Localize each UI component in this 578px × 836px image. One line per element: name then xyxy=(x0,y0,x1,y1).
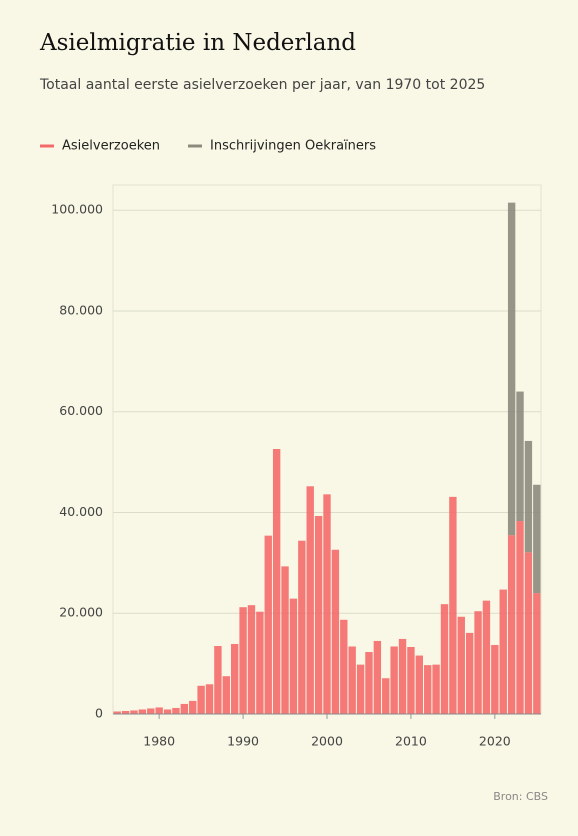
x-tick-label: 2020 xyxy=(479,734,511,749)
bar xyxy=(533,593,541,714)
bar xyxy=(247,605,256,714)
bar xyxy=(465,632,474,714)
bar xyxy=(113,711,121,714)
bar xyxy=(230,643,239,714)
y-tick-label: 80.000 xyxy=(59,302,103,317)
y-tick-label: 100.000 xyxy=(51,202,103,217)
bar xyxy=(121,710,130,714)
chart-title: Asielmigratie in Nederland xyxy=(39,30,356,56)
y-tick-label: 0 xyxy=(95,706,103,721)
bar xyxy=(398,638,407,714)
bar xyxy=(214,645,222,714)
bar xyxy=(331,549,340,714)
bar xyxy=(222,676,230,714)
bar xyxy=(163,709,172,714)
bar xyxy=(390,646,398,714)
source: Bron: CBS xyxy=(493,790,548,803)
y-tick-label: 60.000 xyxy=(59,403,103,418)
bar xyxy=(524,552,533,714)
bar xyxy=(172,707,180,714)
bar xyxy=(205,684,214,714)
bar xyxy=(415,655,424,714)
bar xyxy=(180,703,189,714)
bar xyxy=(147,708,155,714)
x-tick-label: 1980 xyxy=(143,734,175,749)
bar xyxy=(298,540,306,714)
x-tick-label: 2010 xyxy=(395,734,427,749)
bar xyxy=(365,652,373,714)
bar xyxy=(457,616,465,714)
chart-subtitle: Totaal aantal eerste asielverzoeken per … xyxy=(39,77,485,93)
bar xyxy=(424,665,432,714)
bar xyxy=(507,535,516,714)
bar xyxy=(407,646,415,714)
bar xyxy=(507,202,516,536)
y-tick-label: 20.000 xyxy=(59,605,103,620)
bar xyxy=(516,391,524,522)
bar xyxy=(491,644,499,714)
bar xyxy=(272,448,281,714)
bar xyxy=(524,440,533,553)
bar xyxy=(138,709,147,714)
bar xyxy=(155,707,163,714)
bar xyxy=(440,604,449,714)
x-tick-label: 2000 xyxy=(311,734,343,749)
x-tick-label: 1990 xyxy=(227,734,259,749)
legend-label: Inschrijvingen Oekraïners xyxy=(210,139,376,154)
y-tick-label: 40.000 xyxy=(59,504,103,519)
bar xyxy=(189,700,197,714)
bar xyxy=(373,640,382,714)
bar xyxy=(348,646,356,714)
bar xyxy=(256,611,264,714)
bar xyxy=(306,486,314,714)
bar xyxy=(197,685,205,714)
bar xyxy=(516,521,524,714)
bar xyxy=(281,566,289,714)
bar xyxy=(340,619,348,714)
bar xyxy=(323,494,331,714)
bar xyxy=(533,484,541,594)
bar xyxy=(482,600,491,714)
bar xyxy=(264,535,272,714)
bar xyxy=(130,710,138,714)
bar xyxy=(474,611,482,714)
bar xyxy=(289,598,298,714)
bar xyxy=(239,607,247,714)
bar xyxy=(432,664,440,714)
bar xyxy=(382,678,390,714)
legend-label: Asielverzoeken xyxy=(62,139,160,154)
bar xyxy=(449,496,457,714)
bar xyxy=(499,589,507,714)
bar xyxy=(356,664,365,714)
bar xyxy=(314,516,323,714)
